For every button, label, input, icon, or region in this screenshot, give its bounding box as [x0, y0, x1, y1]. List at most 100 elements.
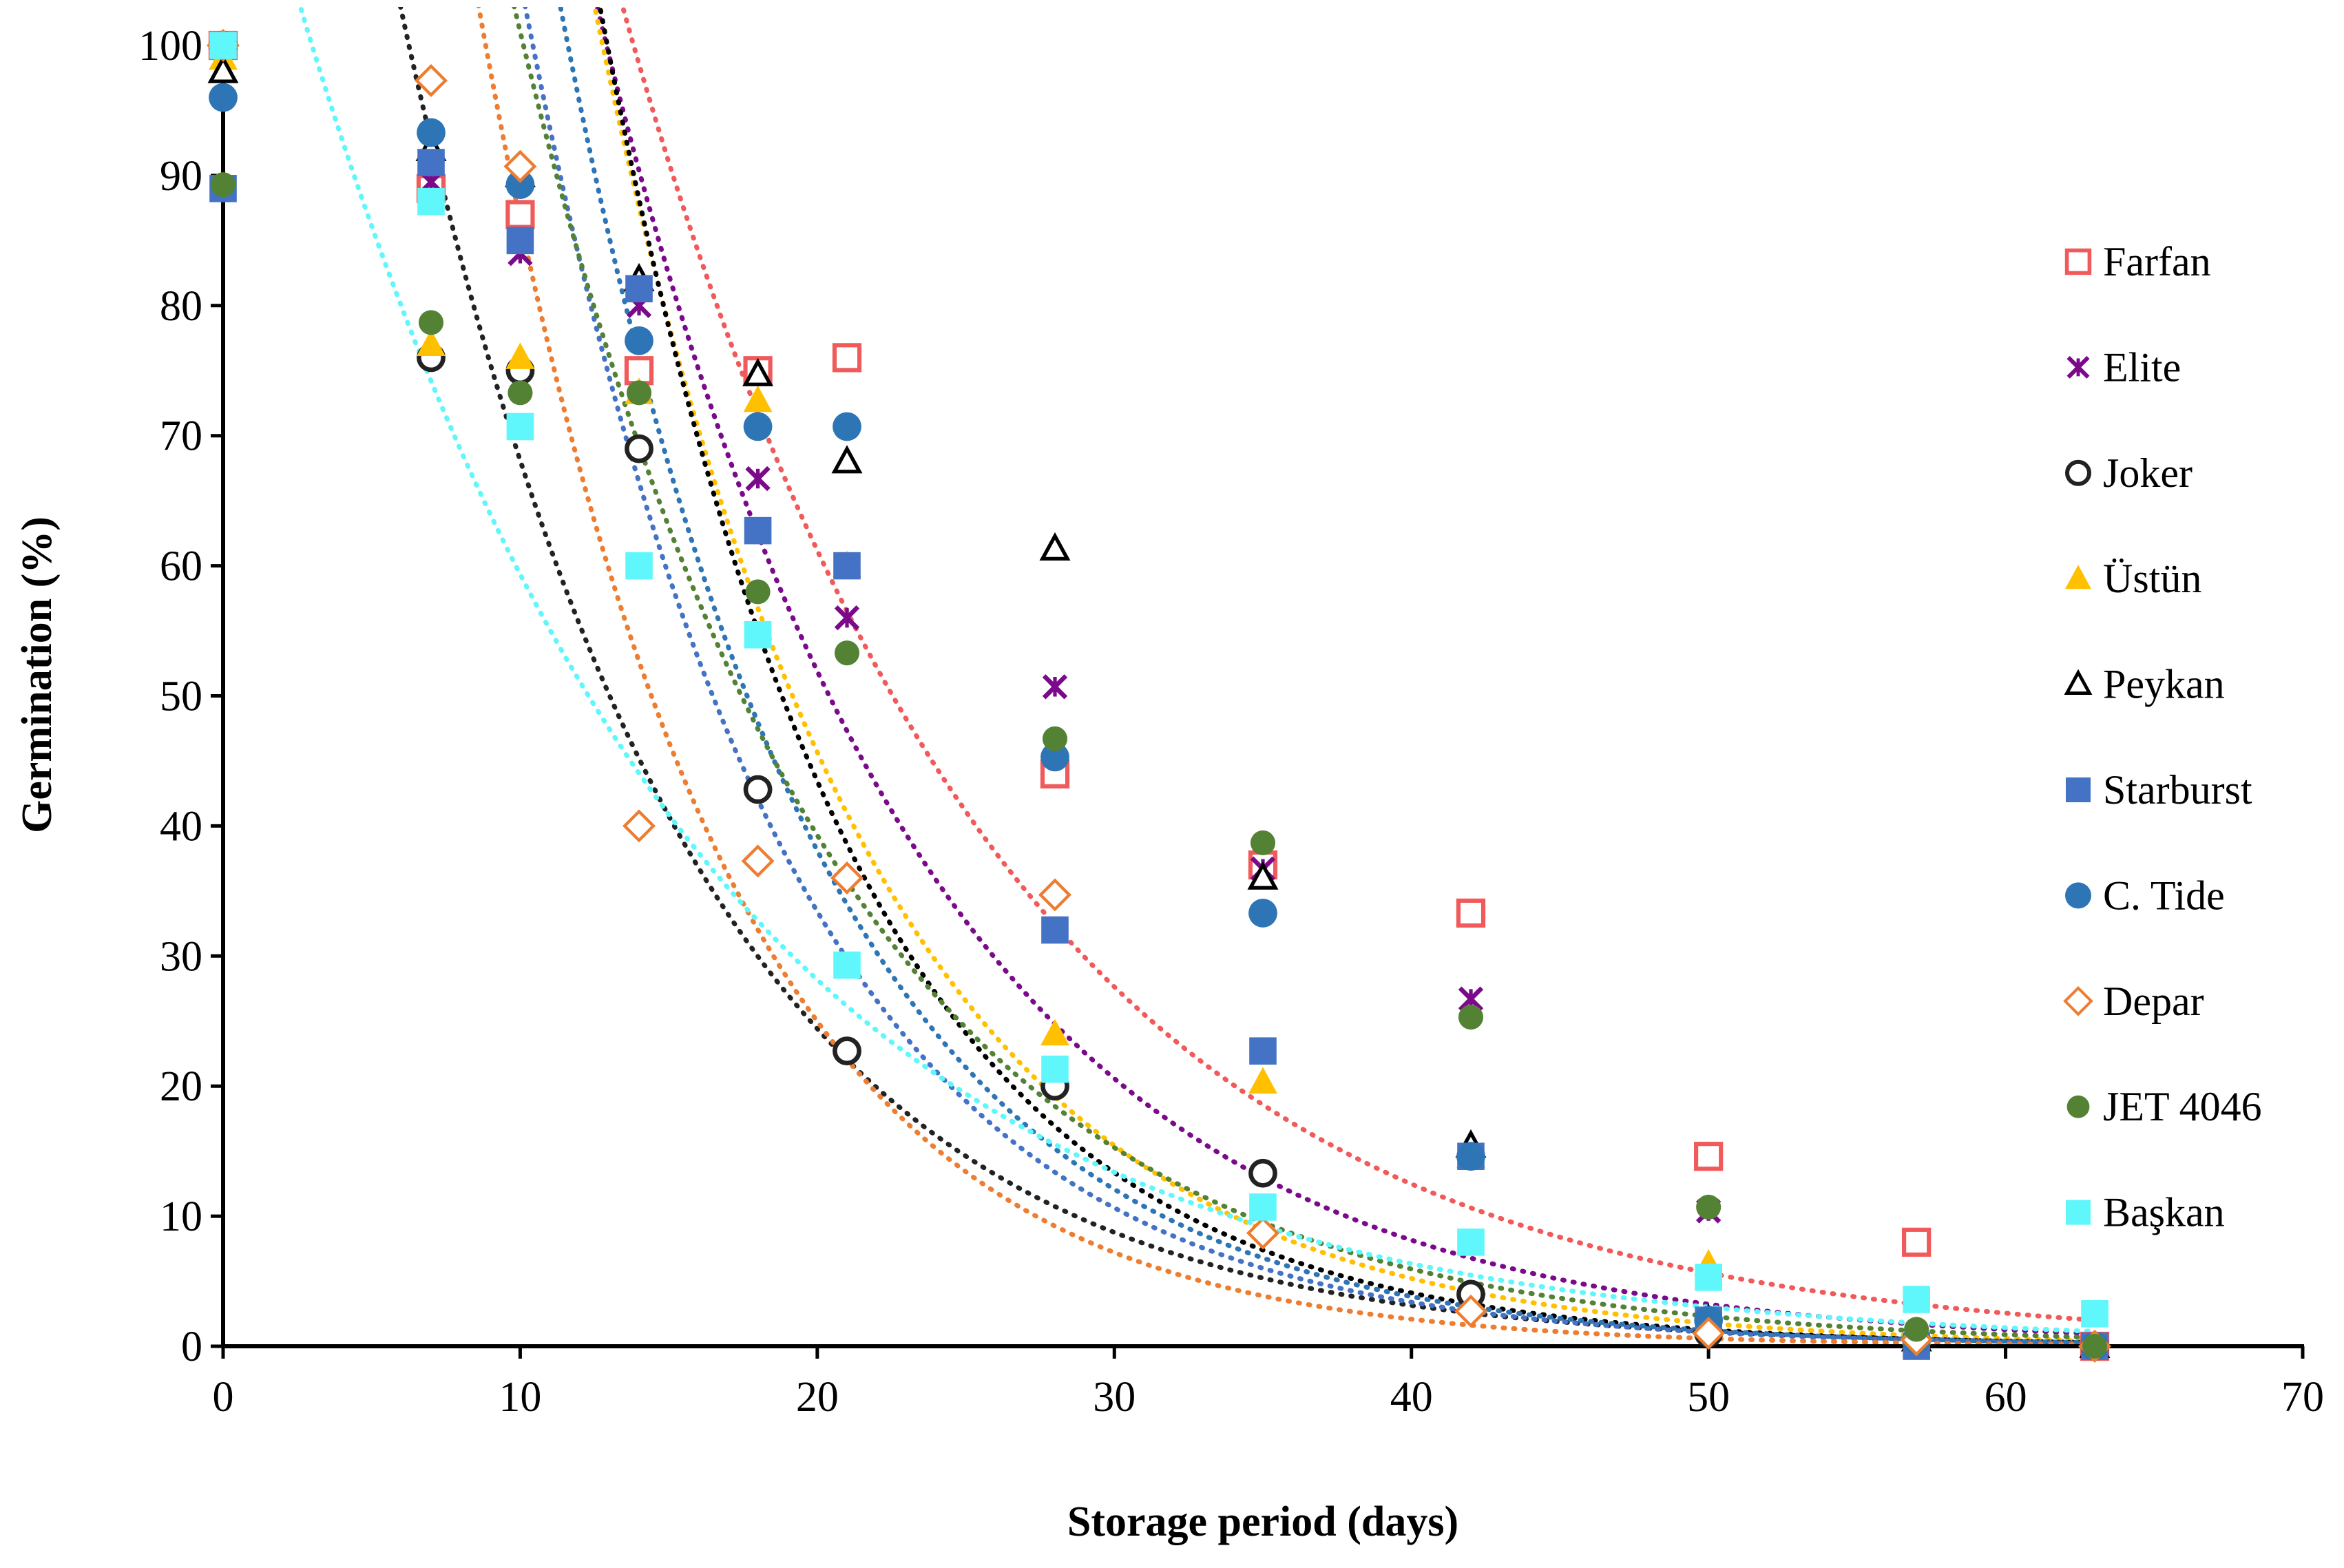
point-c-tide	[743, 412, 773, 441]
legend-marker-peykan	[2064, 669, 2093, 695]
point-farfan	[1902, 1227, 1932, 1257]
point-ba-kan	[625, 552, 653, 580]
legend-marker-ba-kan	[2066, 1200, 2091, 1225]
legend-label-depar: Depar	[2103, 979, 2204, 1024]
y-tick-label: 10	[160, 1193, 202, 1240]
legend-label-joker: Joker	[2103, 450, 2193, 496]
x-axis-title: Storage period (days)	[1067, 1498, 1458, 1545]
point-depar	[622, 809, 656, 843]
y-tick-label: 20	[160, 1063, 202, 1110]
point--st-n	[417, 329, 446, 356]
point-starburst	[1041, 916, 1069, 944]
point-depar	[1246, 1216, 1280, 1250]
point-depar	[414, 63, 448, 98]
point-ba-kan	[744, 620, 772, 649]
point-jet-4046	[1458, 1005, 1484, 1030]
axes: 0 10 20 30 40 50 60 70 80 90 100 0 10 20 30 40 50 60 70	[138, 23, 2324, 1421]
legend-marker-c-tide	[2065, 882, 2091, 909]
point-jet-4046	[626, 380, 652, 406]
point-depar	[741, 844, 775, 878]
y-tick-label: 80	[160, 283, 202, 330]
legend-marker-joker	[2065, 459, 2091, 486]
x-tick-label: 70	[2281, 1374, 2324, 1421]
legend-label-farfan: Farfan	[2103, 239, 2211, 284]
x-tick-label: 60	[1985, 1374, 2027, 1421]
point-ba-kan	[209, 32, 237, 59]
y-tick-label: 0	[181, 1324, 202, 1370]
legend-label-ba-kan: Başkan	[2103, 1190, 2225, 1235]
point-starburst	[1249, 1037, 1277, 1065]
point-elite	[834, 605, 860, 631]
point--st-n	[1040, 1018, 1069, 1046]
trendline-starburst	[523, 7, 2097, 1346]
point-depar	[503, 149, 537, 183]
legend-label-jet-4046: JET 4046	[2103, 1084, 2262, 1129]
y-tick-label: 100	[138, 23, 202, 70]
legend-label--st-n: Üstün	[2103, 556, 2201, 601]
point-peykan	[742, 357, 774, 386]
point-farfan	[1456, 898, 1486, 928]
point-farfan	[505, 200, 535, 229]
point-jet-4046	[210, 172, 236, 198]
legend-label-elite: Elite	[2103, 344, 2181, 390]
legend-marker--st-n	[2065, 565, 2091, 589]
point-jet-4046	[745, 579, 771, 605]
point--st-n	[1248, 1067, 1277, 1094]
point-peykan	[831, 445, 863, 474]
trendline--st-n	[592, 7, 2097, 1344]
point-ba-kan	[2081, 1299, 2108, 1328]
point-jet-4046	[507, 380, 533, 406]
point-jet-4046	[418, 310, 444, 335]
point--st-n	[743, 385, 773, 412]
x-tick-label: 0	[213, 1374, 234, 1421]
legend: Farfan Elite Joker Üstün Peykan Starburst C. T…	[2063, 239, 2262, 1235]
point-farfan	[832, 343, 862, 373]
point-c-tide	[417, 118, 446, 147]
point-jet-4046	[1904, 1317, 1929, 1342]
legend-label-c-tide: C. Tide	[2103, 872, 2225, 918]
point-jet-4046	[1696, 1194, 1722, 1220]
trendline-depar	[476, 7, 2097, 1348]
point-starburst	[833, 552, 861, 580]
legend-label-peykan: Peykan	[2103, 662, 2225, 707]
point-farfan	[1694, 1142, 1724, 1171]
point-c-tide	[833, 412, 861, 441]
trendline-peykan	[597, 7, 2097, 1346]
point-c-tide	[209, 83, 238, 112]
point-peykan	[1039, 532, 1071, 561]
point-elite	[1042, 674, 1068, 700]
point-ba-kan	[1041, 1055, 1069, 1083]
y-tick-label: 40	[160, 803, 202, 850]
point-c-tide	[1248, 899, 1277, 928]
legend-marker-starburst	[2066, 777, 2091, 802]
legend-marker-elite	[2066, 355, 2090, 379]
point-jet-4046	[1042, 726, 1068, 751]
point-peykan	[207, 54, 239, 83]
data-points	[206, 28, 2112, 1363]
point-c-tide	[1456, 1142, 1485, 1171]
point-ba-kan	[1903, 1286, 1930, 1313]
point-elite	[745, 466, 771, 492]
point-starburst	[625, 275, 653, 303]
x-tick-label: 20	[796, 1374, 839, 1421]
x-tick-label: 50	[1687, 1374, 1730, 1421]
point-ba-kan	[506, 412, 534, 441]
point--st-n	[505, 342, 535, 369]
point-depar	[1692, 1317, 1726, 1350]
point-joker	[833, 1036, 861, 1066]
point-c-tide	[625, 326, 653, 355]
point-starburst	[417, 149, 445, 176]
point-ba-kan	[1457, 1229, 1485, 1256]
point-joker	[743, 775, 773, 804]
point-joker	[625, 434, 653, 463]
point-jet-4046	[1250, 830, 1276, 855]
point-joker	[1248, 1158, 1277, 1188]
point-c-tide	[1040, 742, 1069, 772]
point-jet-4046	[2082, 1333, 2108, 1359]
point-ba-kan	[833, 951, 861, 979]
y-tick-label: 30	[160, 933, 202, 980]
point-c-tide	[505, 170, 535, 200]
point-ba-kan	[1249, 1193, 1277, 1221]
x-tick-label: 10	[499, 1374, 541, 1421]
legend-marker-farfan	[2064, 248, 2092, 275]
